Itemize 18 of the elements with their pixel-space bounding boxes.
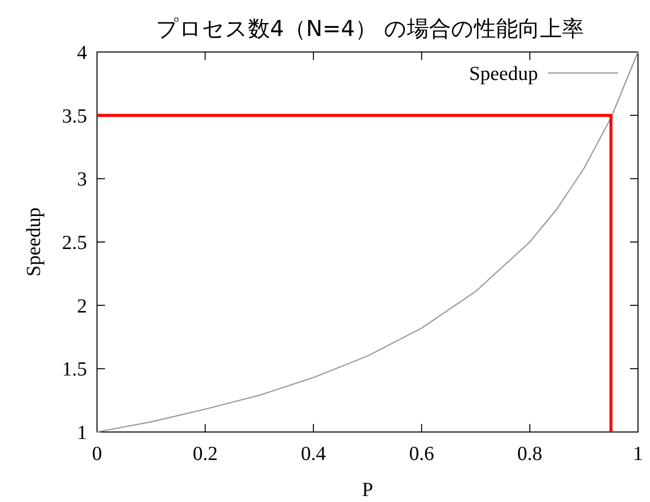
y-tick-label: 3 xyxy=(77,168,87,191)
x-tick-label: 0.6 xyxy=(409,443,434,465)
x-tick-label: 0 xyxy=(92,443,102,465)
x-axis-title: P xyxy=(362,479,374,501)
x-tick-label: 0.2 xyxy=(192,443,218,465)
y-tick-label: 2 xyxy=(77,295,87,318)
x-tick-label: 0.4 xyxy=(300,443,326,465)
y-tick-label: 4 xyxy=(77,42,87,64)
y-tick-label: 1 xyxy=(77,422,87,444)
y-tick-label: 3.5 xyxy=(62,105,87,128)
line-series xyxy=(96,51,639,433)
x-tick-label: 1 xyxy=(633,443,643,465)
y-tick-label: 1.5 xyxy=(62,358,87,381)
y-axis-title: Speedup xyxy=(23,208,45,276)
y-tick-label: 2.5 xyxy=(62,232,87,254)
legend-label: Speedup xyxy=(469,63,538,85)
chart-title: プロセス数4（N=4） の場合の性能向上率 xyxy=(156,17,584,42)
x-tick-label: 0.8 xyxy=(517,443,542,465)
